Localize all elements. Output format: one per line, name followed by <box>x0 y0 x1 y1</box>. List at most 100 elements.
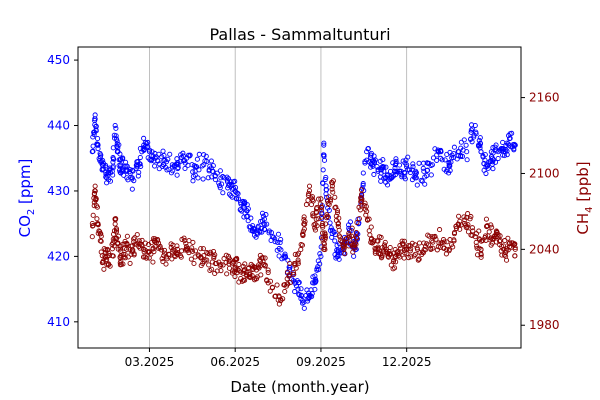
data-point <box>90 212 96 218</box>
data-point <box>193 163 199 170</box>
data-point <box>424 160 430 166</box>
data-point <box>116 142 122 148</box>
data-point <box>175 159 181 166</box>
data-point <box>236 279 242 285</box>
data-point <box>393 169 399 175</box>
data-point <box>225 183 232 189</box>
data-point <box>335 223 341 230</box>
data-point <box>301 214 307 220</box>
data-point <box>406 255 412 261</box>
data-point <box>220 190 226 196</box>
data-point <box>98 233 104 239</box>
data-point <box>160 259 166 265</box>
data-point <box>439 157 445 163</box>
data-point <box>170 168 176 174</box>
data-point <box>465 211 471 217</box>
data-point <box>274 282 280 288</box>
data-point <box>334 207 341 214</box>
data-point <box>233 267 239 273</box>
data-point <box>219 181 225 187</box>
data-point <box>104 262 110 268</box>
data-point <box>381 175 387 181</box>
x-axis-title: Date (month.year) <box>230 378 369 396</box>
data-point <box>393 259 399 265</box>
data-point <box>308 293 314 299</box>
data-point <box>200 176 206 182</box>
data-point <box>364 208 370 214</box>
data-point <box>388 175 394 181</box>
data-point <box>149 149 155 155</box>
data-point <box>145 139 151 146</box>
data-point <box>315 264 321 270</box>
data-point <box>129 167 135 173</box>
data-point <box>253 234 259 240</box>
data-point <box>282 288 288 295</box>
data-point <box>434 157 440 163</box>
data-point <box>314 223 320 229</box>
data-point <box>186 238 192 244</box>
data-point <box>434 247 440 253</box>
data-point <box>414 246 421 252</box>
data-point <box>498 146 504 152</box>
data-point <box>368 224 374 230</box>
data-point <box>485 233 491 239</box>
data-point <box>381 164 387 170</box>
data-point <box>512 246 518 252</box>
data-point <box>465 229 472 235</box>
data-point <box>478 254 484 260</box>
data-point <box>477 135 483 141</box>
data-point <box>93 196 99 202</box>
data-point <box>237 207 243 213</box>
data-point <box>206 262 212 268</box>
data-point <box>205 175 211 181</box>
data-point <box>169 164 176 170</box>
data-point <box>261 226 267 232</box>
data-point <box>490 145 496 151</box>
data-point <box>198 263 204 269</box>
data-point <box>467 216 473 222</box>
data-point <box>393 156 399 162</box>
data-point <box>295 261 301 267</box>
data-point <box>272 239 278 245</box>
data-point <box>306 188 313 194</box>
data-point <box>360 182 366 188</box>
data-point <box>504 257 510 263</box>
data-point <box>360 181 366 187</box>
data-point <box>216 180 222 186</box>
data-point <box>485 162 491 168</box>
data-point <box>101 160 107 166</box>
data-point <box>302 221 308 227</box>
data-point <box>136 161 143 167</box>
data-point <box>104 256 110 263</box>
data-point <box>107 263 113 269</box>
data-point <box>511 241 517 247</box>
data-point <box>430 155 437 161</box>
data-point <box>164 256 170 262</box>
data-point <box>161 153 167 159</box>
data-point <box>361 203 367 209</box>
y-tick-label: 430 <box>47 184 70 198</box>
data-point <box>241 268 247 274</box>
data-point <box>278 247 284 253</box>
data-point <box>409 240 415 246</box>
data-point <box>323 174 329 180</box>
x-tick-label: 06.2025 <box>210 355 260 369</box>
data-point <box>366 216 372 222</box>
data-point <box>245 206 251 212</box>
data-point <box>242 199 248 205</box>
data-point <box>198 246 204 252</box>
y-tick-label: 2040 <box>529 242 560 256</box>
data-point <box>318 253 324 259</box>
data-point <box>343 236 349 242</box>
data-point <box>100 163 106 169</box>
data-point <box>239 278 245 284</box>
data-point <box>200 246 206 252</box>
data-point <box>410 161 416 167</box>
data-point <box>321 245 327 251</box>
data-point <box>399 238 405 244</box>
data-point <box>196 253 202 259</box>
data-point <box>348 227 354 233</box>
data-point <box>117 151 123 157</box>
data-point <box>420 165 426 171</box>
data-point <box>265 267 271 273</box>
